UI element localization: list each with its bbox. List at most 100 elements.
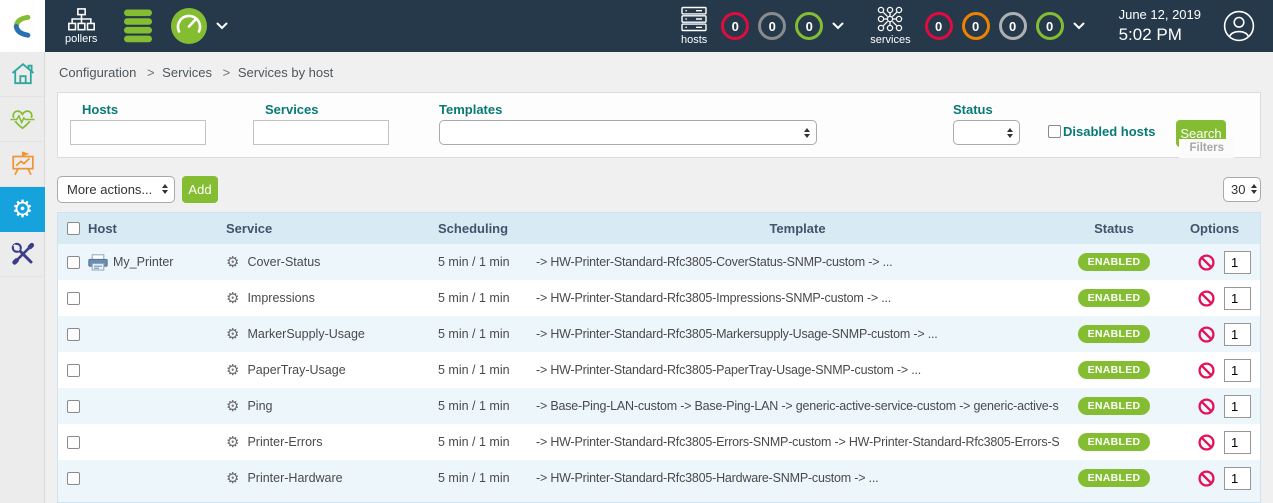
duplicate-count-input[interactable]	[1224, 358, 1251, 382]
row-checkbox[interactable]	[66, 255, 80, 269]
more-actions-select[interactable]: More actions...	[57, 175, 175, 203]
hosts-label: hosts	[680, 34, 708, 46]
gauge-icon[interactable]	[171, 8, 208, 44]
duplicate-count-input[interactable]	[1224, 466, 1251, 490]
pollers-label: pollers	[65, 32, 98, 45]
row-checkbox[interactable]	[66, 327, 80, 341]
duplicate-count-input[interactable]	[1224, 430, 1251, 454]
disable-ban-icon[interactable]	[1198, 361, 1215, 379]
hosts-unreachable-counter[interactable]: 0	[758, 12, 787, 40]
breadcrumb-current-page: Services by host	[237, 65, 334, 80]
disable-ban-icon[interactable]	[1198, 325, 1215, 343]
heartbeat-icon	[10, 110, 35, 130]
hosts-filter-input[interactable]	[70, 120, 206, 145]
template-value: -> HW-Printer-Standard-Rfc3805-Errors-SN…	[536, 435, 1059, 449]
current-time: 5:02 PM	[1118, 24, 1182, 44]
database-icon[interactable]	[123, 9, 153, 43]
page-size-select[interactable]: 30	[1223, 176, 1261, 202]
hosts-icon	[681, 6, 707, 32]
next-row-partial	[58, 496, 1260, 502]
scheduling-value: 5 min / 1 min	[438, 435, 510, 449]
printer-icon	[88, 253, 108, 271]
services-menu[interactable]: services	[870, 6, 911, 46]
hosts-filter-label: Hosts	[82, 102, 119, 117]
status-badge: ENABLED	[1077, 469, 1151, 487]
service-link[interactable]: Ping	[247, 399, 273, 413]
hosts-menu[interactable]: hosts	[681, 6, 707, 46]
scheduling-value: 5 min / 1 min	[438, 327, 510, 341]
current-date: June 12, 2019	[1118, 7, 1201, 23]
add-button[interactable]: Add	[182, 175, 218, 203]
service-link[interactable]: MarkerSupply-Usage	[247, 327, 365, 341]
disable-ban-icon[interactable]	[1198, 253, 1215, 271]
topbar: pollers hosts 0 0 0	[0, 0, 1273, 52]
scheduling-value: 5 min / 1 min	[438, 399, 510, 413]
templates-filter-select[interactable]	[439, 120, 817, 145]
service-link[interactable]: Printer-Hardware	[247, 471, 343, 485]
table-row: ⚙ MarkerSupply-Usage 5 min / 1 min -> HW…	[58, 316, 1260, 352]
user-account-icon[interactable]	[1223, 10, 1255, 42]
disable-ban-icon[interactable]	[1198, 433, 1215, 451]
table-row: ⚙ Printer-Hardware 5 min / 1 min -> HW-P…	[58, 460, 1260, 496]
select-stepper-icon	[1251, 184, 1258, 194]
row-checkbox[interactable]	[66, 291, 80, 305]
template-value: -> HW-Printer-Standard-Rfc3805-CoverStat…	[536, 255, 893, 269]
row-checkbox[interactable]	[66, 399, 80, 413]
services-unknown-counter[interactable]: 0	[998, 12, 1027, 40]
service-link[interactable]: PaperTray-Usage	[247, 363, 346, 377]
sidebar-item-home[interactable]	[0, 52, 45, 97]
hosts-critical-counter[interactable]: 0	[721, 12, 750, 40]
services-filter-input[interactable]	[253, 120, 389, 145]
select-all-checkbox[interactable]	[66, 222, 80, 235]
chevron-down-icon[interactable]	[1073, 22, 1085, 30]
disable-ban-icon[interactable]	[1198, 469, 1215, 487]
column-header-service[interactable]: Service	[226, 221, 273, 236]
row-checkbox[interactable]	[66, 471, 80, 485]
template-value: -> HW-Printer-Standard-Rfc3805-PaperTray…	[536, 363, 922, 377]
column-header-host[interactable]: Host	[88, 221, 117, 236]
table-row: ⚙ PaperTray-Usage 5 min / 1 min -> HW-Pr…	[58, 352, 1260, 388]
table-row: ⚙ Printer-Errors 5 min / 1 min -> HW-Pri…	[58, 424, 1260, 460]
host-link[interactable]: My_Printer	[113, 255, 174, 269]
service-gear-icon: ⚙	[226, 432, 240, 451]
duplicate-count-input[interactable]	[1224, 250, 1251, 274]
service-link[interactable]: Printer-Errors	[247, 435, 323, 449]
main-content: Configuration > Services > Services by h…	[45, 52, 1273, 503]
scheduling-value: 5 min / 1 min	[438, 291, 510, 305]
chevron-down-icon[interactable]	[832, 22, 844, 30]
template-value: -> HW-Printer-Standard-Rfc3805-Impressio…	[536, 291, 892, 305]
sidebar-item-administration[interactable]	[0, 232, 45, 277]
sidebar-item-reporting[interactable]	[0, 142, 45, 187]
service-link[interactable]: Impressions	[247, 291, 315, 305]
services-ok-counter[interactable]: 0	[1035, 12, 1064, 40]
column-header-scheduling[interactable]: Scheduling	[438, 221, 509, 236]
centreon-logo[interactable]	[0, 0, 45, 52]
services-filter-label: Services	[265, 102, 319, 117]
column-header-template[interactable]: Template	[769, 221, 826, 236]
service-gear-icon: ⚙	[226, 396, 240, 415]
breadcrumb-configuration[interactable]: Configuration	[59, 65, 137, 80]
chevron-down-icon[interactable]	[216, 22, 228, 30]
hosts-ok-counter[interactable]: 0	[795, 12, 824, 40]
sidebar-item-configuration[interactable]: ⚙	[0, 187, 45, 232]
services-critical-counter[interactable]: 0	[924, 12, 953, 40]
pollers-menu[interactable]: pollers	[65, 7, 98, 45]
column-header-status[interactable]: Status	[1094, 221, 1134, 236]
services-warning-counter[interactable]: 0	[961, 12, 990, 40]
duplicate-count-input[interactable]	[1224, 286, 1251, 310]
services-label: services	[870, 34, 911, 46]
disabled-hosts-checkbox[interactable]	[1048, 125, 1061, 138]
breadcrumb-services[interactable]: Services	[162, 65, 213, 80]
disable-ban-icon[interactable]	[1198, 289, 1215, 307]
status-filter-select[interactable]	[953, 120, 1020, 145]
column-header-options[interactable]: Options	[1189, 221, 1240, 236]
duplicate-count-input[interactable]	[1224, 322, 1251, 346]
disable-ban-icon[interactable]	[1198, 397, 1215, 415]
disabled-hosts-filter: Disabled hosts	[1048, 124, 1155, 139]
duplicate-count-input[interactable]	[1224, 394, 1251, 418]
row-checkbox[interactable]	[66, 435, 80, 449]
service-link[interactable]: Cover-Status	[247, 255, 321, 269]
filters-tab[interactable]: Filters	[1179, 139, 1234, 158]
sidebar-item-monitoring[interactable]	[0, 97, 45, 142]
row-checkbox[interactable]	[66, 363, 80, 377]
